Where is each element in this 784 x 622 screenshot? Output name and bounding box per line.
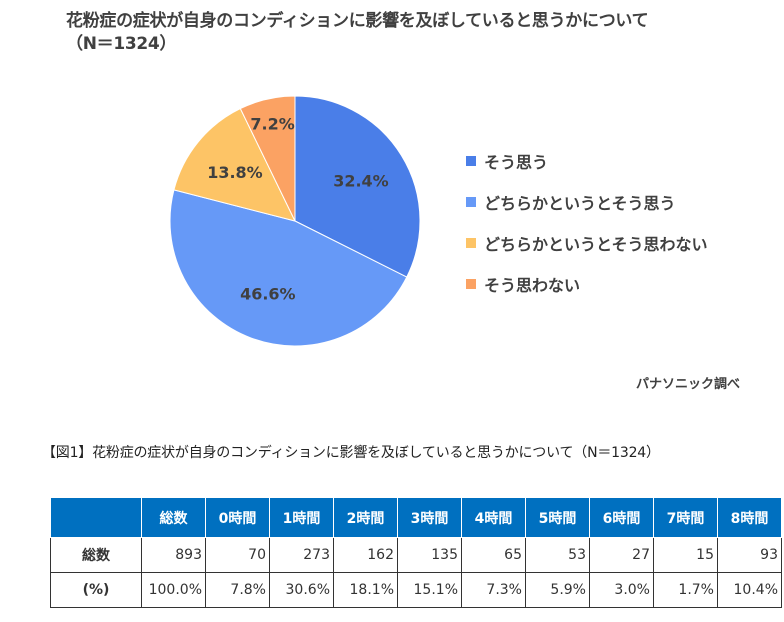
figure-caption: 【図1】花粉症の症状が自身のコンディションに影響を及ぼしていると思うかについて（… — [42, 445, 660, 461]
legend-item: どちらかというとそう思う — [466, 181, 708, 222]
pie-slice — [239, 95, 296, 222]
column-header: 7時間 — [653, 497, 718, 538]
table-cell: 273 — [269, 537, 334, 573]
data-label: 7.2% — [250, 115, 294, 134]
column-header: 8時間 — [717, 497, 782, 538]
legend-swatch — [466, 237, 476, 248]
source-note: パナソニック調べ — [636, 377, 741, 392]
table-cell: 15.1% — [397, 572, 462, 608]
column-header: 4時間 — [461, 497, 526, 538]
legend-item: どちらかというとそう思わない — [466, 222, 708, 263]
column-header: 5時間 — [525, 497, 590, 538]
table-row: 総数 893 70 273 162 135 65 53 27 15 93 — [50, 537, 782, 573]
table-cell: 65 — [461, 537, 526, 573]
row-header: (%) — [50, 572, 142, 608]
table-cell: 5.9% — [525, 572, 590, 608]
table-cell: 15 — [653, 537, 718, 573]
subtitle-text: （N＝1324） — [66, 34, 177, 54]
table-row: (%) 100.0% 7.8% 30.6% 18.1% 15.1% 7.3% 5.9% 3.0%… — [50, 572, 782, 608]
column-header — [50, 497, 142, 538]
data-table: 総数 0時間 1時間 2時間 3時間 4時間 5時間 6時間 7時間 8時間 総数 893 70 273… — [50, 497, 782, 608]
legend-label: そう思わない — [484, 275, 581, 295]
legend-item: そう思わない — [466, 263, 708, 304]
table-cell: 7.8% — [205, 572, 270, 608]
legend-label: どちらかというとそう思わない — [484, 234, 708, 254]
pie-slice — [173, 107, 296, 222]
data-label: 32.4% — [333, 171, 389, 190]
chart-title: 花粉症の症状が自身のコンディションに影響を及ぼしていると思うかについて （N＝1… — [66, 10, 649, 56]
table-cell: 70 — [205, 537, 270, 573]
row-header: 総数 — [50, 537, 142, 573]
column-header: 3時間 — [397, 497, 462, 538]
legend-label: そう思う — [484, 152, 549, 172]
table-cell: 18.1% — [333, 572, 398, 608]
legend-swatch — [466, 278, 476, 289]
pie-slice — [169, 189, 408, 347]
column-header: 0時間 — [205, 497, 270, 538]
column-header: 6時間 — [589, 497, 654, 538]
table-cell: 27 — [589, 537, 654, 573]
table-cell: 30.6% — [269, 572, 334, 608]
legend-swatch — [466, 155, 476, 166]
data-label: 46.6% — [240, 285, 296, 304]
table-cell: 893 — [141, 537, 206, 573]
table-cell: 3.0% — [589, 572, 654, 608]
column-header: 2時間 — [333, 497, 398, 538]
table-cell: 53 — [525, 537, 590, 573]
column-header: 総数 — [141, 497, 206, 538]
table-cell: 162 — [333, 537, 398, 573]
column-header: 1時間 — [269, 497, 334, 538]
data-label: 13.8% — [207, 163, 263, 182]
table-cell: 7.3% — [461, 572, 526, 608]
table-cell: 100.0% — [141, 572, 206, 608]
legend-item: そう思う — [466, 140, 708, 181]
legend: そう思うどちらかというとそう思うどちらかというとそう思わない そう思わない — [466, 140, 708, 304]
table-cell: 10.4% — [717, 572, 782, 608]
legend-swatch — [466, 196, 476, 207]
pie-slice — [294, 95, 421, 278]
table-cell: 93 — [717, 537, 782, 573]
legend-label: どちらかというとそう思う — [484, 193, 676, 213]
table-cell: 135 — [397, 537, 462, 573]
table-cell: 1.7% — [653, 572, 718, 608]
pie-chart: 32.4% 46.6% 13.8% 7.2% — [169, 95, 421, 347]
title-text: 花粉症の症状が自身のコンディションに影響を及ぼしていると思うかについて — [66, 11, 649, 31]
